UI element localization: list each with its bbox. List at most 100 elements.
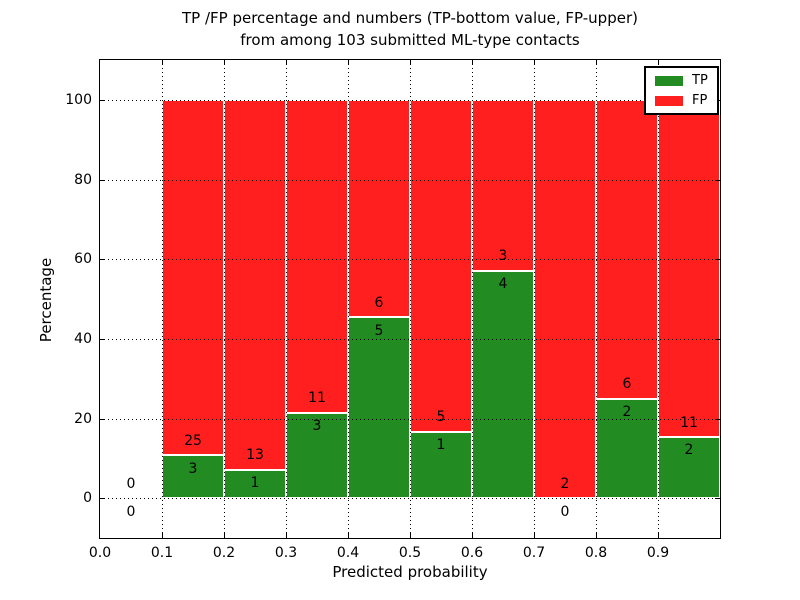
y-tick-mark-right: [715, 259, 720, 261]
chart-title-line2: from among 103 submitted ML-type contact…: [240, 31, 580, 49]
bar-segment-fp: [410, 99, 472, 432]
grid-layer: [100, 60, 720, 538]
x-tick-mark-top: [534, 60, 535, 65]
y-tick-mark: [100, 259, 105, 261]
bars-layer: [100, 60, 720, 538]
legend-label-tp: TP: [692, 73, 708, 88]
bar-segment-fp: [472, 99, 534, 271]
tp-count-label: 0: [126, 503, 136, 520]
bar-segment-tp: [658, 436, 720, 499]
x-tick-label: 0.5: [398, 545, 422, 561]
x-tick-mark: [348, 533, 349, 538]
y-tick-label: 100: [65, 91, 92, 108]
y-tick-mark: [100, 338, 105, 340]
legend: TP FP: [644, 66, 719, 115]
tp-count-label: 3: [312, 418, 322, 435]
x-tick-mark-top: [410, 60, 411, 65]
plot-area: 0 0 25 3 13 1 11 3 6 5 5 1 3 4 2 0 6 2 11 2 TP FP: [99, 59, 721, 539]
tp-count-label: 1: [250, 475, 260, 492]
fp-count-label: 25: [184, 433, 202, 450]
x-grid-line: [596, 60, 597, 538]
y-tick-mark-right: [715, 179, 720, 181]
bar-segment-fp: [224, 99, 286, 470]
x-tick-mark-top: [472, 60, 473, 65]
x-tick-label: 0.8: [584, 545, 608, 561]
fp-count-label: 11: [308, 390, 326, 407]
y-tick-mark-right: [715, 338, 720, 340]
y-tick-mark: [100, 498, 105, 500]
tp-count-label: 2: [622, 404, 632, 421]
tp-count-label: 0: [560, 503, 570, 520]
tp-count-label: 5: [374, 322, 384, 339]
fp-count-label: 6: [374, 294, 384, 311]
fp-count-label: 11: [680, 414, 698, 431]
x-tick-label: 0.1: [150, 545, 174, 561]
legend-swatch-fp: [655, 95, 683, 106]
fp-count-label: 2: [560, 475, 570, 492]
fp-count-label: 13: [246, 447, 264, 464]
bar-segment-fp: [162, 99, 224, 456]
x-tick-mark: [410, 533, 411, 538]
bar-segment-tp: [472, 270, 534, 499]
x-tick-label: 0.0: [88, 545, 112, 561]
x-grid-line: [472, 60, 473, 538]
x-tick-mark-top: [286, 60, 287, 65]
x-tick-mark-top: [162, 60, 163, 65]
tp-count-label: 4: [498, 276, 508, 293]
fp-count-label: 3: [498, 248, 508, 265]
y-tick-mark: [100, 418, 105, 420]
tp-count-label: 3: [188, 461, 198, 478]
y-tick-mark: [100, 99, 105, 101]
x-tick-label: 0.9: [646, 545, 670, 561]
x-tick-label: 0.4: [336, 545, 360, 561]
x-tick-mark-top: [348, 60, 349, 65]
annotations-layer: 0 0 25 3 13 1 11 3 6 5 5 1 3 4 2 0 6 2 11 2: [100, 60, 720, 538]
y-tick-mark-right: [715, 418, 720, 420]
x-tick-mark-top: [658, 60, 659, 65]
legend-item-fp: FP: [655, 94, 708, 107]
x-grid-line: [286, 60, 287, 538]
x-tick-mark: [224, 533, 225, 538]
x-grid-line: [534, 60, 535, 538]
ticks-layer: [100, 60, 720, 538]
bar-segment-tp: [162, 455, 224, 499]
y-tick-label: 40: [74, 330, 92, 347]
bar-segment-fp: [286, 99, 348, 413]
y-tick-mark-right: [715, 498, 720, 500]
legend-item-tp: TP: [655, 74, 708, 87]
x-tick-mark-top: [596, 60, 597, 65]
bar-segment-tp: [596, 398, 658, 499]
x-grid-line: [348, 60, 349, 538]
x-tick-label: 0.2: [212, 545, 236, 561]
x-grid-line: [162, 60, 163, 538]
fp-count-label: 0: [126, 475, 136, 492]
fp-count-label: 5: [436, 409, 446, 426]
tp-count-label: 1: [436, 437, 446, 454]
x-tick-label: 0.6: [460, 545, 484, 561]
x-grid-line: [658, 60, 659, 538]
bar-segment-fp: [658, 99, 720, 437]
chart-title-line1: TP /FP percentage and numbers (TP-bottom…: [182, 9, 638, 27]
x-tick-mark: [658, 533, 659, 538]
bar-segment-fp: [348, 99, 410, 318]
x-grid-line: [410, 60, 411, 538]
x-tick-label: 0.3: [274, 545, 298, 561]
chart-title: TP /FP percentage and numbers (TP-bottom…: [100, 7, 720, 51]
x-tick-mark: [534, 533, 535, 538]
x-tick-mark-top: [224, 60, 225, 65]
x-grid-line: [224, 60, 225, 538]
x-axis-label: Predicted probability: [332, 563, 488, 581]
y-tick-label: 80: [74, 171, 92, 188]
y-tick-label: 0: [83, 490, 92, 507]
legend-swatch-tp: [655, 75, 683, 86]
x-tick-mark: [472, 533, 473, 538]
x-tick-label: 0.7: [522, 545, 546, 561]
x-tick-mark: [162, 533, 163, 538]
legend-label-fp: FP: [692, 93, 708, 108]
x-tick-mark: [596, 533, 597, 538]
x-tick-mark: [286, 533, 287, 538]
y-tick-label: 60: [74, 251, 92, 268]
tp-count-label: 2: [684, 442, 694, 459]
y-tick-label: 20: [74, 410, 92, 427]
